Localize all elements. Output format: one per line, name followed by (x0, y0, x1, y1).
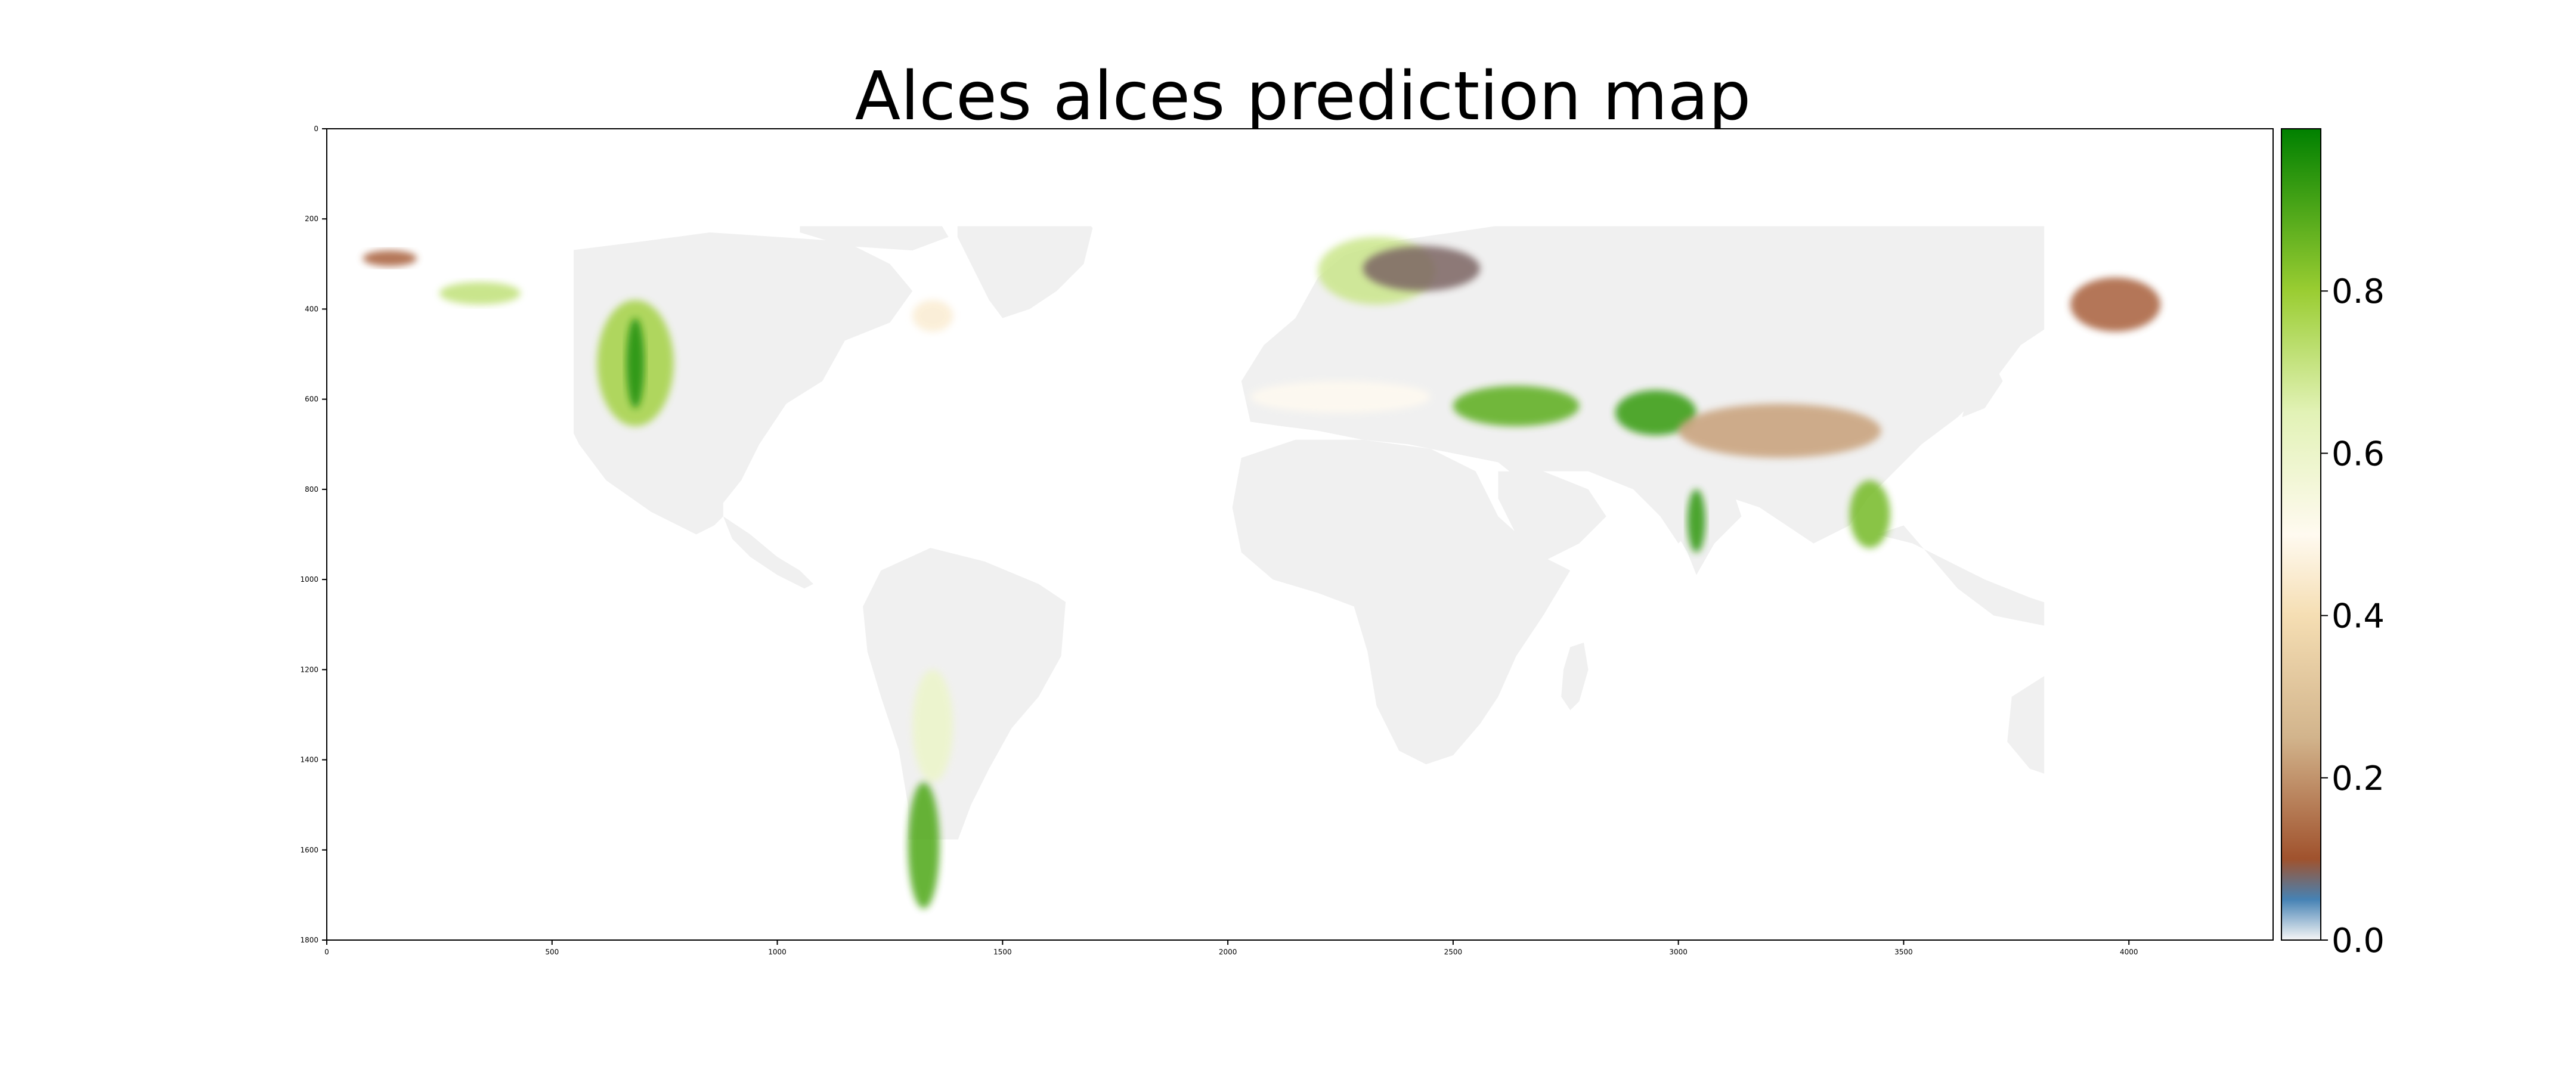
plot-frame (326, 128, 2274, 941)
prediction-hotspot (1849, 480, 1890, 548)
colorbar-tick-label: 0.2 (2332, 759, 2385, 798)
x-tick-label: 3500 (1894, 948, 1913, 956)
prediction-hotspot (1678, 404, 1881, 458)
landmass-south-america (863, 548, 1066, 840)
y-tick-label: 200 (305, 215, 318, 223)
colorbar-tick-label: 0.6 (2332, 435, 2385, 473)
x-tick-label: 2500 (1444, 948, 1463, 956)
prediction-hotspot (439, 282, 521, 305)
landmass-arabia (1498, 471, 1606, 562)
prediction-hotspot (1250, 381, 1431, 413)
colorbar: 0.0 0.2 0.4 0.6 0.8 (2281, 128, 2385, 960)
prediction-values-layer (363, 237, 2161, 909)
y-tick-label: 1400 (300, 756, 318, 764)
landmass-southeast-asia (1877, 525, 2045, 626)
landmass-africa (1232, 439, 1571, 765)
y-axis-ticks: 0 200 400 600 800 1000 1200 1400 1600 1800 (300, 125, 327, 944)
prediction-hotspot (2070, 277, 2161, 332)
y-tick-label: 1800 (300, 936, 318, 944)
x-tick-label: 1500 (993, 948, 1012, 956)
colorbar-ticks: 0.0 0.2 0.4 0.6 0.8 (2321, 272, 2385, 960)
y-tick-label: 600 (305, 395, 318, 404)
x-tick-label: 0 (324, 948, 329, 956)
land-mass-layer (574, 226, 2045, 840)
prediction-hotspot (1687, 489, 1705, 553)
prediction-hotspot (912, 669, 953, 783)
colorbar-gradient (2281, 128, 2321, 941)
y-tick-label: 400 (305, 305, 318, 313)
x-axis-ticks: 0 500 1000 1500 2000 2500 3000 3500 4000 (324, 940, 2138, 956)
x-tick-label: 1000 (768, 948, 787, 956)
landmass-arctic-islands (800, 226, 949, 251)
prediction-hotspot (1615, 390, 1696, 436)
map-plot-area: 0 500 1000 1500 2000 2500 3000 3500 4000 0 200 400… (300, 125, 2274, 956)
x-tick-label: 500 (545, 948, 559, 956)
x-tick-label: 4000 (2120, 948, 2138, 956)
y-tick-label: 1200 (300, 665, 318, 674)
y-tick-label: 1600 (300, 846, 318, 854)
prediction-hotspot (363, 250, 417, 266)
landmass-europe-asia (1241, 226, 2045, 544)
landmass-australia (2007, 676, 2045, 774)
landmass-greenland (957, 226, 1093, 318)
prediction-hotspot (626, 318, 645, 408)
y-tick-label: 0 (314, 125, 318, 133)
prediction-hotspot (908, 782, 940, 909)
landmass-japan (1962, 363, 2003, 417)
landmass-north-america (574, 232, 913, 535)
landmass-central-america (723, 516, 813, 589)
y-tick-label: 800 (305, 485, 318, 494)
prediction-hotspot (912, 300, 953, 332)
landmass-madagascar (1561, 642, 1589, 711)
y-tick-label: 1000 (300, 575, 318, 584)
colorbar-tick-label: 0.4 (2332, 597, 2385, 636)
prediction-hotspot (1363, 246, 1481, 291)
x-tick-label: 2000 (1219, 948, 1237, 956)
prediction-hotspot (1453, 385, 1580, 427)
x-tick-label: 3000 (1669, 948, 1688, 956)
colorbar-tick-label: 0.0 (2332, 922, 2385, 960)
chart-title: Alces alces prediction map (855, 58, 1751, 135)
colorbar-tick-label: 0.8 (2332, 272, 2385, 311)
